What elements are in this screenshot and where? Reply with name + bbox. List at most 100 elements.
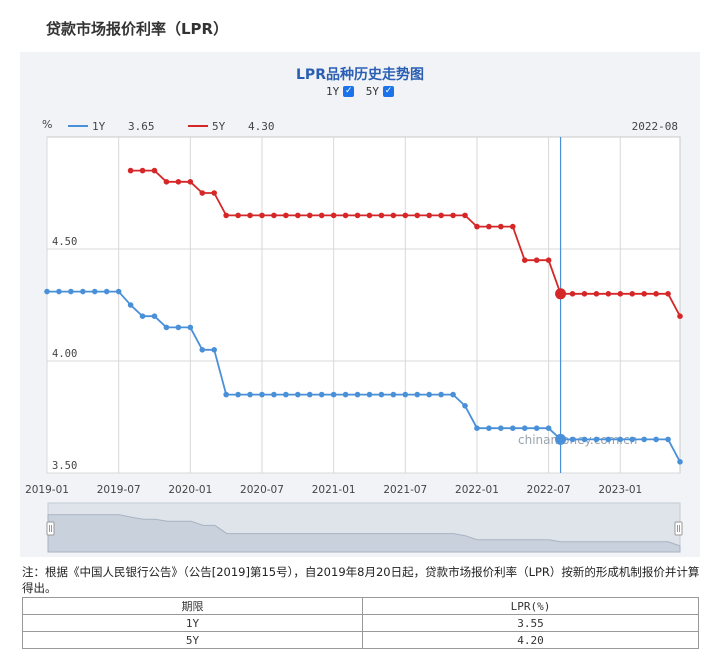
data-point-1y xyxy=(390,391,397,398)
data-point-1y xyxy=(271,391,277,398)
hover-point-1y xyxy=(555,433,567,445)
data-point-1y xyxy=(474,425,480,432)
data-point-1y xyxy=(498,425,504,432)
x-tick-label: 2019-07 xyxy=(97,484,141,496)
data-point-1y xyxy=(593,436,600,443)
data-point-5y xyxy=(330,212,337,219)
hover-point-5y xyxy=(555,288,567,300)
x-tick-label: 2021-07 xyxy=(383,484,427,496)
tooltip-date: 2022-08 xyxy=(632,120,678,133)
range-slider-preview xyxy=(47,514,681,553)
legend-name-1y: 1Y xyxy=(92,120,106,133)
data-point-1y xyxy=(450,391,456,398)
data-point-1y xyxy=(103,288,110,295)
data-point-1y xyxy=(283,391,289,398)
data-point-5y xyxy=(354,212,361,219)
lpr-chart[interactable]: 2019-01 2019-07 2020-01 2020-07 2021-01 2021-… xyxy=(20,52,700,557)
toggle-1y[interactable]: 1Y ✓ xyxy=(326,85,355,98)
data-point-1y xyxy=(223,391,229,398)
toggle-5y-label: 5Y xyxy=(365,85,379,98)
footnote: 注：根据《中国人民银行公告》（公告[2019]第15号），自2019年8月20日… xyxy=(22,565,700,595)
y-tick-label: 3.50 xyxy=(52,460,77,472)
table-row: 1Y 3.55 xyxy=(22,614,699,632)
checkbox-5y-icon[interactable]: ✓ xyxy=(383,86,394,97)
data-point-1y xyxy=(91,288,98,295)
data-point-5y xyxy=(247,212,253,219)
x-tick-label: 2022-01 xyxy=(455,484,499,496)
data-point-5y xyxy=(199,190,206,196)
x-tick-label: 2021-01 xyxy=(312,484,356,496)
legend-value-1y: 3.65 xyxy=(128,120,155,133)
range-handle-left[interactable] xyxy=(46,521,55,536)
x-tick-label: 2023-01 xyxy=(598,484,642,496)
data-point-5y xyxy=(593,291,600,297)
data-point-1y xyxy=(199,347,206,353)
data-point-5y xyxy=(295,212,301,219)
data-point-1y xyxy=(247,391,253,398)
data-point-1y xyxy=(151,313,158,320)
plot-area xyxy=(47,137,680,473)
lpr-table: 期限 LPR(%) 1Y 3.55 5Y 4.20 xyxy=(22,597,699,649)
data-point-1y xyxy=(139,313,146,320)
data-point-1y xyxy=(486,425,492,432)
data-point-1y xyxy=(295,391,301,398)
data-point-1y xyxy=(665,436,671,443)
data-point-5y xyxy=(438,212,444,219)
data-point-5y xyxy=(259,212,265,219)
data-point-1y xyxy=(68,288,74,295)
data-point-5y xyxy=(629,291,636,297)
x-tick-label: 2019-01 xyxy=(25,484,69,496)
data-point-1y xyxy=(366,391,373,398)
data-point-5y xyxy=(271,212,277,219)
data-point-1y xyxy=(677,459,683,465)
data-point-5y xyxy=(426,212,432,219)
data-point-1y xyxy=(653,436,659,443)
data-point-5y xyxy=(139,167,146,174)
data-point-1y xyxy=(521,425,528,432)
data-point-1y xyxy=(175,324,182,331)
data-point-1y xyxy=(629,436,636,443)
table-header-lpr: LPR(%) xyxy=(362,597,699,615)
data-point-5y xyxy=(318,212,325,219)
data-point-5y xyxy=(151,167,158,174)
table-header-term: 期限 xyxy=(22,597,363,615)
data-point-5y xyxy=(211,190,218,196)
data-point-5y xyxy=(187,179,194,185)
table-cell-term: 1Y xyxy=(22,614,363,632)
data-point-5y xyxy=(653,291,659,297)
data-point-5y xyxy=(342,212,349,219)
data-point-5y xyxy=(521,257,528,263)
data-point-1y xyxy=(533,425,540,432)
data-point-1y xyxy=(306,391,313,398)
range-handle-right[interactable] xyxy=(674,521,683,536)
data-point-1y xyxy=(402,391,409,398)
data-point-5y xyxy=(402,212,409,219)
toggle-1y-label: 1Y xyxy=(326,85,340,98)
data-point-1y xyxy=(426,391,432,398)
data-point-5y xyxy=(641,291,647,297)
checkbox-1y-icon[interactable]: ✓ xyxy=(343,86,355,97)
chart-title: LPR品种历史走势图 xyxy=(296,67,424,83)
data-point-1y xyxy=(641,436,647,443)
data-point-1y xyxy=(211,347,218,353)
chart-panel: 2019-01 2019-07 2020-01 2020-07 2021-01 2021-… xyxy=(20,52,700,557)
data-point-1y xyxy=(318,391,325,398)
series-toggles: 1Y ✓ 5Y ✓ xyxy=(20,85,700,98)
data-point-5y xyxy=(533,257,540,263)
y-axis-unit: % xyxy=(42,118,52,131)
toggle-5y[interactable]: 5Y ✓ xyxy=(366,85,394,98)
data-point-1y xyxy=(617,436,624,443)
data-point-1y xyxy=(342,391,349,398)
table-row: 5Y 4.20 xyxy=(22,631,699,649)
data-point-1y xyxy=(80,288,86,295)
data-point-5y xyxy=(306,212,313,219)
data-point-1y xyxy=(438,391,444,398)
x-tick-label: 2020-01 xyxy=(168,484,212,496)
data-point-5y xyxy=(545,257,552,263)
table-cell-rate: 3.55 xyxy=(362,614,699,632)
data-point-1y xyxy=(581,436,588,443)
data-point-5y xyxy=(498,223,504,230)
data-point-1y xyxy=(605,436,612,443)
x-tick-label: 2022-07 xyxy=(527,484,571,496)
data-point-5y xyxy=(474,223,480,230)
